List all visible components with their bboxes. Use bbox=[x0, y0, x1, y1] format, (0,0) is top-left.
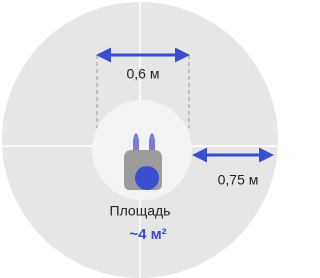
area-value: ~4 м² bbox=[129, 226, 166, 243]
area-caption: Площадь bbox=[110, 203, 171, 219]
side-label: 0,75 м bbox=[218, 172, 259, 188]
width-label: 0,6 м bbox=[127, 66, 160, 82]
space-diagram: 0,6 м 0,75 м Площадь ~4 м² bbox=[0, 0, 280, 278]
